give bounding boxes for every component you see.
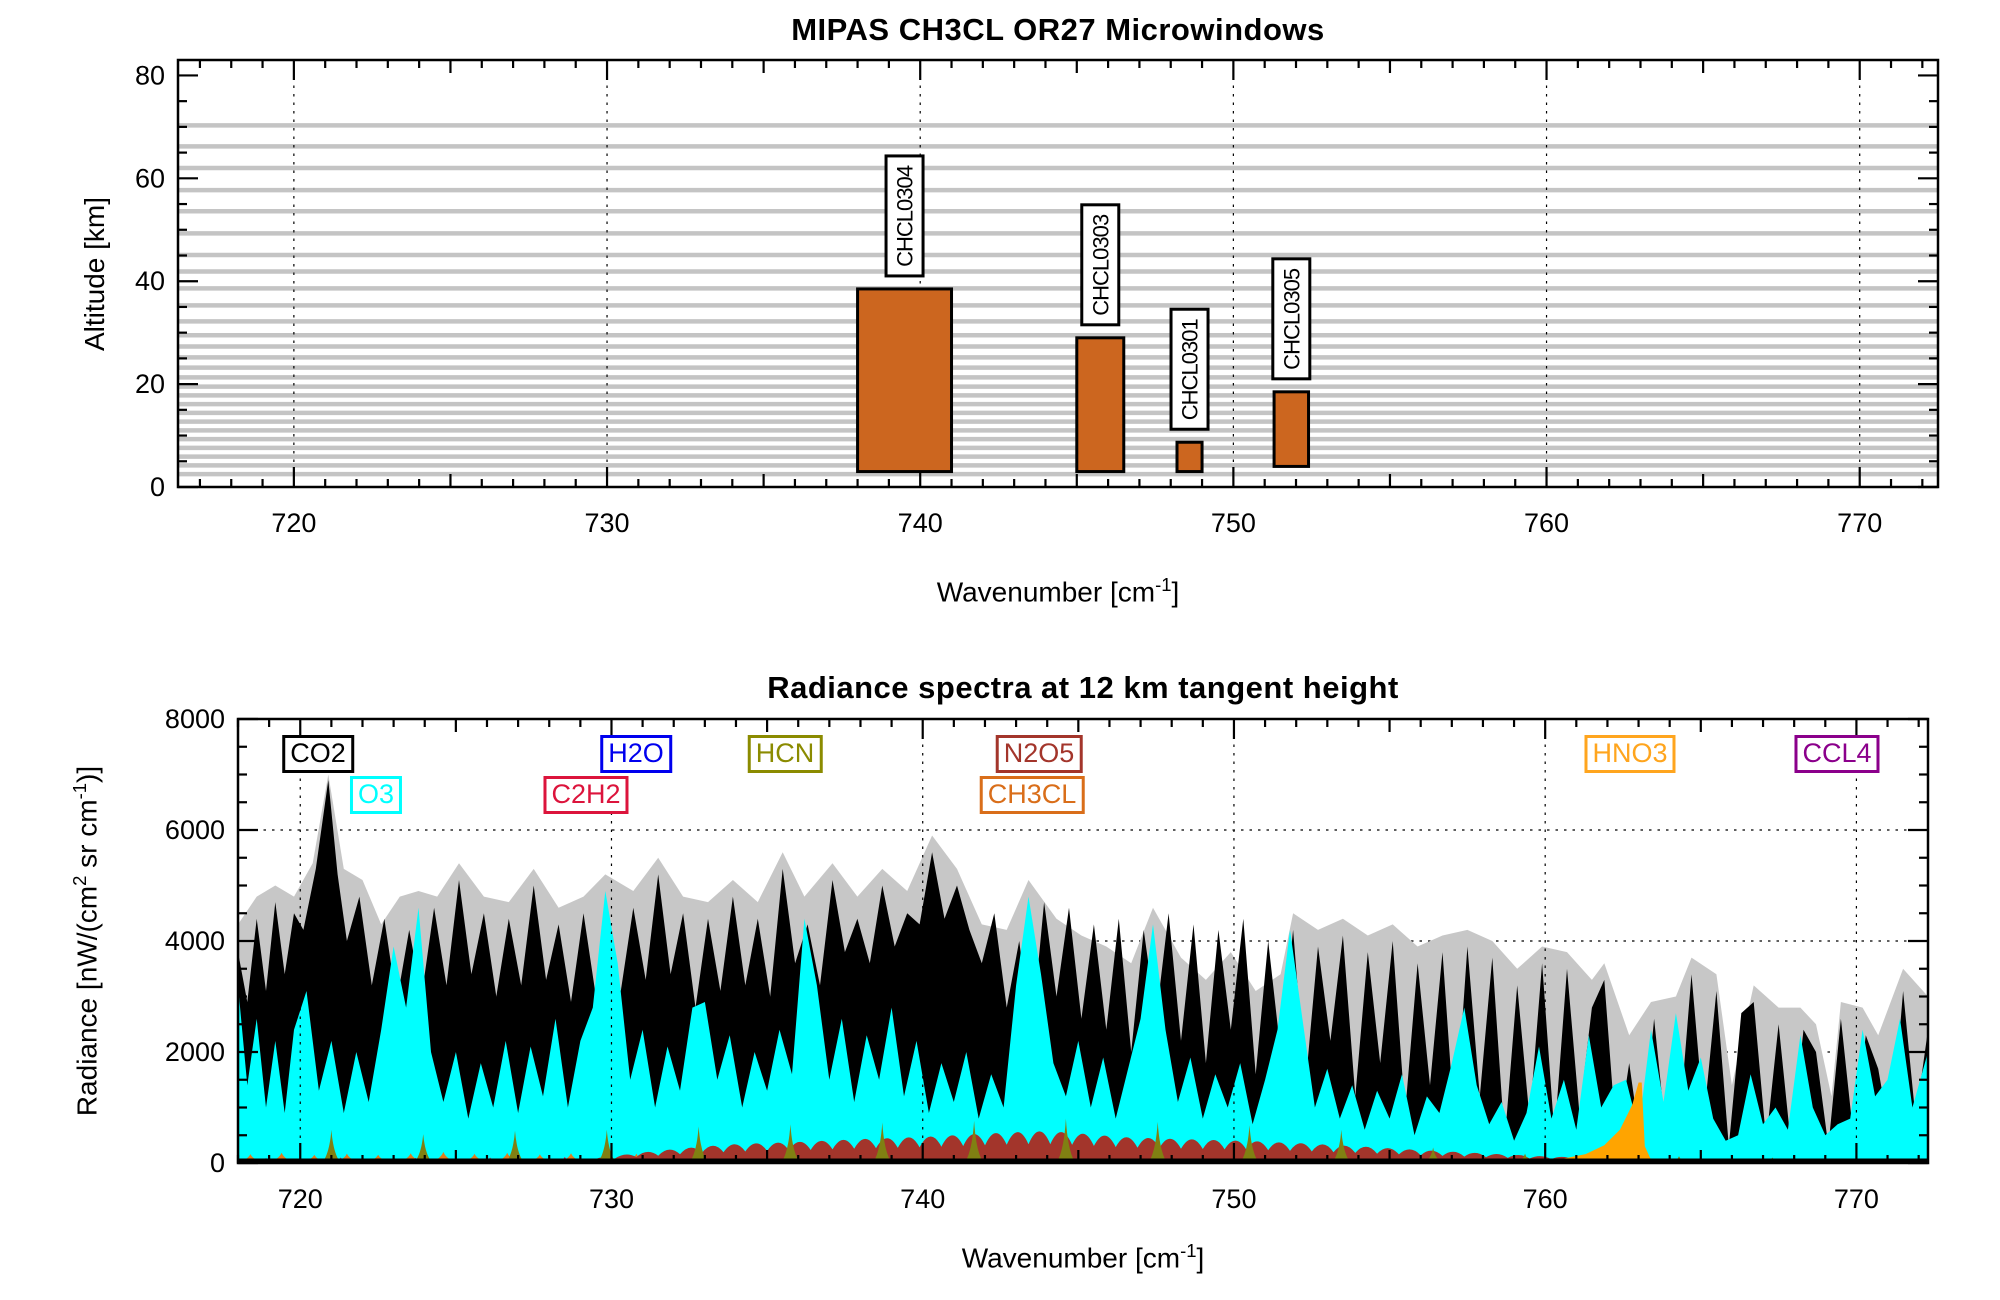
x-tick-label: 770 — [1834, 1184, 1879, 1214]
y-tick-label: 4000 — [165, 926, 225, 956]
y-tick-label: 8000 — [165, 704, 225, 734]
x-tick-label: 750 — [1211, 508, 1256, 538]
y-tick-label: 20 — [135, 369, 165, 399]
x-tick-label: 760 — [1524, 508, 1569, 538]
microwindow-label-CHCL0303: CHCL0303 — [1088, 214, 1113, 316]
x-tick-label: 740 — [898, 508, 943, 538]
microwindow-label-CHCL0305: CHCL0305 — [1279, 268, 1304, 370]
microwindow-label-CHCL0301: CHCL0301 — [1178, 318, 1203, 420]
y-tick-label: 80 — [135, 60, 165, 90]
spectra-series — [238, 774, 1928, 1163]
x-tick-label: 760 — [1523, 1184, 1568, 1214]
x-tick-label: 730 — [589, 1184, 634, 1214]
x-tick-label: 740 — [900, 1184, 945, 1214]
microwindow-label-box-CHCL0304 — [884, 154, 925, 278]
microwindow-label-box-CHCL0305 — [1271, 257, 1312, 381]
top-panel: 720 730 740 750 760 770 0 20 40 60 80 CHCL0304 CHCL0… — [135, 58, 1940, 538]
panel-frame — [236, 717, 1930, 1165]
y-tick-label: 0 — [150, 472, 165, 502]
series-O3 — [238, 891, 1928, 1163]
y-tick-label: 0 — [210, 1148, 225, 1178]
tangent-altitude-gridlines — [178, 123, 1938, 477]
x-tick-label: 770 — [1837, 508, 1882, 538]
microwindow-label-CHCL0304: CHCL0304 — [893, 165, 918, 267]
microwindow-bar-CHCL0301 — [1175, 440, 1204, 474]
panel-frame — [176, 58, 1940, 489]
series-CO2 — [238, 780, 1928, 1163]
y-tick-label: 6000 — [165, 815, 225, 845]
x-tick-label: 720 — [278, 1184, 323, 1214]
y-tick-label: 2000 — [165, 1037, 225, 1067]
y-tick-label: 40 — [135, 266, 165, 296]
microwindow-bar-CHCL0303 — [1075, 336, 1126, 474]
microwindow-label-box-CHCL0301 — [1169, 307, 1210, 431]
series-N2O5 — [549, 1131, 1928, 1163]
x-tick-label: 730 — [585, 508, 630, 538]
y-tick-label: 60 — [135, 163, 165, 193]
x-tick-label: 720 — [271, 508, 316, 538]
microwindow-bar-CHCL0305 — [1272, 390, 1311, 468]
microwindow-label-box-CHCL0303 — [1080, 203, 1121, 327]
x-tick-label: 750 — [1211, 1184, 1256, 1214]
bottom-panel: 720 730 740 750 760 770 0 2000 4000 6000 8000 — [165, 704, 1930, 1214]
microwindow-bar-CHCL0304 — [856, 287, 954, 474]
